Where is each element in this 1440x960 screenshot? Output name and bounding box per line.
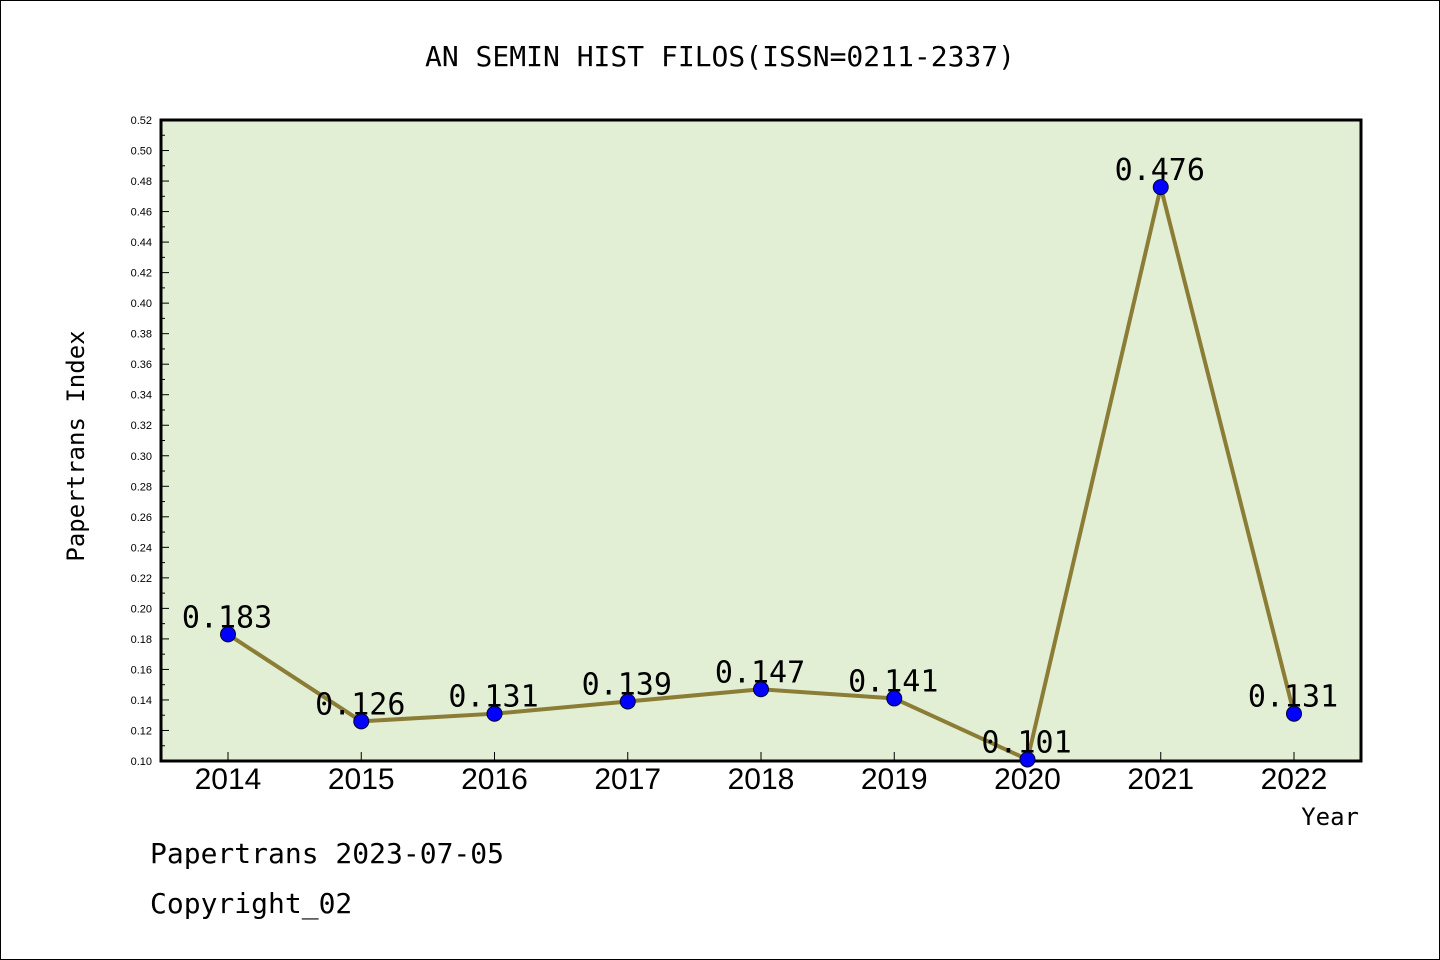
- data-point-marker: [1286, 705, 1302, 722]
- data-point-marker: [753, 681, 769, 698]
- x-tick-label: 2017: [594, 763, 661, 796]
- footer-copyright: Copyright_02: [150, 887, 352, 921]
- data-value-label: 0.183: [182, 600, 272, 635]
- x-tick-label: 2014: [195, 763, 262, 796]
- y-tick-label: 0.42: [131, 268, 152, 280]
- y-tick-label: 0.36: [131, 359, 152, 371]
- y-tick-label: 0.52: [131, 115, 152, 127]
- data-value-label: 0.131: [448, 680, 538, 715]
- data-point-marker: [1152, 179, 1169, 196]
- y-tick-label: 0.32: [131, 420, 152, 432]
- data-series: 0.183 0.126 0.131 0.139 0.147 0.141 0.101 0.476…: [182, 153, 1338, 768]
- y-tick-label: 0.46: [131, 207, 152, 219]
- data-value-label: 0.131: [1248, 680, 1338, 715]
- data-value-label: 0.141: [848, 664, 938, 699]
- y-tick-label: 0.30: [131, 451, 152, 463]
- y-tick-label: 0.18: [131, 634, 152, 646]
- data-point-marker: [220, 626, 236, 643]
- x-tick-label: 2021: [1127, 763, 1194, 796]
- x-tick-label: 2022: [1261, 763, 1328, 796]
- y-axis-label: Papertrans Index: [62, 330, 90, 561]
- x-tick-label: 2020: [994, 763, 1061, 796]
- y-tick-label: 0.12: [131, 725, 152, 737]
- y-tick-label: 0.40: [131, 298, 152, 310]
- data-point-marker: [619, 693, 636, 710]
- y-tick-label: 0.34: [131, 390, 152, 402]
- data-point-marker: [486, 705, 503, 722]
- y-tick-label: 0.44: [131, 237, 152, 249]
- data-value-label: 0.476: [1115, 153, 1205, 188]
- data-value-label: 0.126: [315, 687, 405, 722]
- y-tick-label: 0.50: [131, 146, 152, 158]
- chart-title: AN SEMIN HIST FILOS(ISSN=0211-2337): [425, 40, 1015, 73]
- y-tick-label: 0.24: [131, 542, 152, 554]
- y-axis: 0.10 0.12 0.14 0.16 0.18 0.20 0.22 0.24 0.26 0.28…: [131, 115, 169, 768]
- footer-date: Papertrans 2023-07-05: [150, 837, 504, 870]
- y-tick-label: 0.16: [131, 664, 152, 676]
- y-tick-label: 0.48: [131, 176, 152, 188]
- y-tick-label: 0.38: [131, 329, 152, 341]
- data-point-marker: [353, 713, 370, 730]
- data-point-marker: [1019, 751, 1036, 768]
- x-tick-label: 2016: [461, 763, 528, 796]
- data-point-marker: [886, 690, 903, 707]
- plot-area: [159, 118, 1363, 763]
- x-axis-label: Year: [1301, 803, 1359, 831]
- data-value-label: 0.101: [981, 725, 1071, 760]
- x-tick-label: 2015: [328, 763, 395, 796]
- y-tick-label: 0.26: [131, 512, 152, 524]
- y-tick-label: 0.14: [131, 695, 152, 707]
- data-value-label: 0.147: [715, 655, 805, 690]
- y-tick-label: 0.10: [131, 756, 152, 768]
- x-tick-label: 2019: [861, 763, 928, 796]
- x-axis: 2014 2015 2016 2017 2018 2019 2020 2021 2022: [195, 752, 1328, 796]
- x-tick-label: 2018: [728, 763, 795, 796]
- y-tick-label: 0.22: [131, 573, 152, 585]
- y-tick-label: 0.20: [131, 603, 152, 615]
- y-tick-label: 0.28: [131, 481, 152, 493]
- data-value-label: 0.139: [582, 667, 672, 702]
